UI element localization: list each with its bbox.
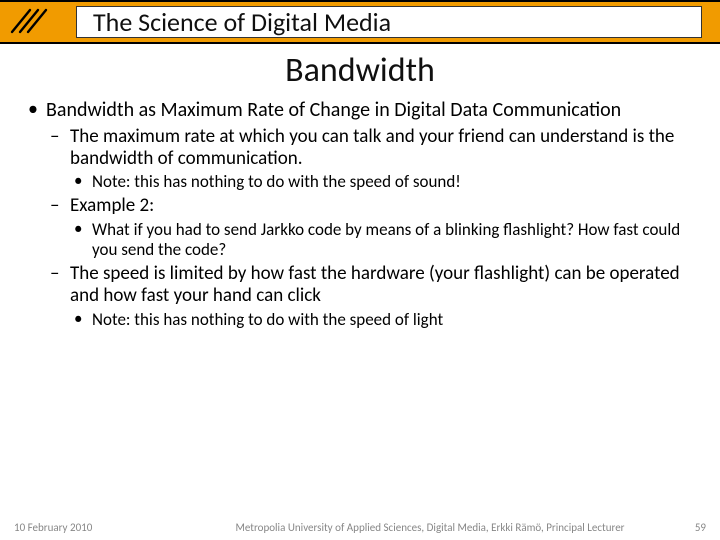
bullet-text: Note: this has nothing to do with the sp… (92, 309, 443, 330)
bullet-lvl2: The maximum rate at which you can talk a… (46, 126, 694, 193)
bullet-text: The maximum rate at which you can talk a… (70, 125, 674, 170)
footer: 10 February 2010 Metropolia University o… (0, 521, 720, 534)
logo-icon (8, 4, 64, 40)
bullet-lvl2: The speed is limited by how fast the har… (46, 263, 694, 330)
header-bar: The Science of Digital Media (0, 0, 720, 44)
slide-content: Bandwidth as Maximum Rate of Change in D… (0, 99, 720, 330)
bullet-lvl3: Note: this has nothing to do with the sp… (70, 172, 694, 192)
footer-center: Metropolia University of Applied Science… (194, 521, 666, 534)
footer-date: 10 February 2010 (14, 521, 194, 534)
bullet-lvl2: Example 2: What if you had to send Jarkk… (46, 195, 694, 260)
bullet-lvl3: Note: this has nothing to do with the sp… (70, 310, 694, 330)
header-title: The Science of Digital Media (93, 6, 391, 38)
footer-page-number: 59 (666, 521, 706, 534)
bullet-lvl3: What if you had to send Jarkko code by m… (70, 220, 694, 260)
slide-title: Bandwidth (0, 50, 720, 91)
header-title-box: The Science of Digital Media (76, 6, 702, 38)
bullet-text: The speed is limited by how fast the har… (70, 262, 680, 307)
bullet-text: Note: this has nothing to do with the sp… (92, 171, 461, 192)
bullet-text: What if you had to send Jarkko code by m… (92, 219, 680, 260)
bullet-lvl1: Bandwidth as Maximum Rate of Change in D… (26, 99, 694, 330)
bullet-text: Example 2: (70, 194, 154, 217)
bullet-text: Bandwidth as Maximum Rate of Change in D… (46, 98, 621, 122)
